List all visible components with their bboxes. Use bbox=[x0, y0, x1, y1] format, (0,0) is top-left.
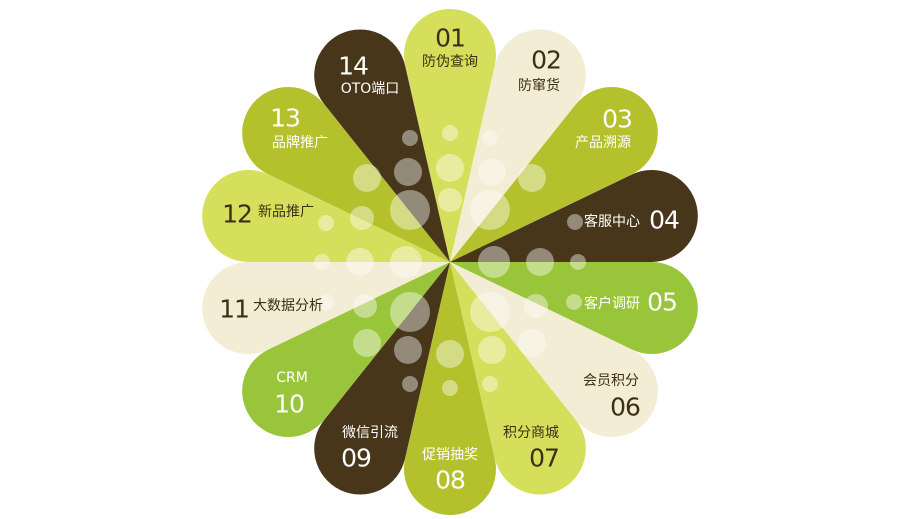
petal-09 bbox=[314, 262, 450, 495]
decorative-bubble bbox=[518, 164, 546, 192]
decorative-bubble bbox=[318, 294, 334, 310]
petal-10 bbox=[242, 262, 450, 437]
petal-05 bbox=[450, 262, 698, 355]
petal-number-02: 02 bbox=[531, 45, 562, 75]
petal-11 bbox=[202, 262, 450, 355]
petal-label-14: OTO端口 bbox=[340, 81, 400, 97]
petal-label-01: 防伪查询 bbox=[422, 54, 478, 70]
decorative-bubble bbox=[390, 246, 422, 278]
petal-02 bbox=[450, 29, 586, 262]
decorative-bubble bbox=[526, 248, 554, 276]
decorative-bubble bbox=[442, 125, 458, 141]
decorative-bubble bbox=[436, 154, 464, 182]
decorative-bubble bbox=[394, 158, 422, 186]
petal-number-03: 03 bbox=[602, 104, 633, 134]
petal-number-14: 14 bbox=[338, 51, 369, 81]
decorative-bubble bbox=[402, 130, 418, 146]
petal-number-01: 01 bbox=[435, 23, 466, 53]
petal-label-03: 产品溯源 bbox=[575, 135, 631, 151]
petal-06 bbox=[450, 262, 658, 437]
decorative-bubble bbox=[470, 190, 510, 230]
decorative-bubble bbox=[394, 336, 422, 364]
bubbles-group bbox=[314, 125, 586, 396]
decorative-bubble bbox=[470, 292, 510, 332]
decorative-bubble bbox=[566, 294, 582, 310]
petal-04 bbox=[450, 169, 698, 262]
decorative-bubble bbox=[478, 336, 506, 364]
decorative-bubble bbox=[438, 188, 462, 212]
decorative-bubble bbox=[314, 254, 330, 270]
decorative-bubble bbox=[390, 292, 430, 332]
petal-label-04: 客服中心 bbox=[584, 214, 640, 230]
decorative-bubble bbox=[353, 329, 381, 357]
decorative-bubble bbox=[524, 294, 548, 318]
decorative-bubble bbox=[346, 248, 374, 276]
decorative-bubble bbox=[402, 376, 418, 392]
decorative-bubble bbox=[478, 246, 510, 278]
petal-label-11: 大数据分析 bbox=[253, 298, 323, 314]
decorative-bubble bbox=[353, 164, 381, 192]
petal-label-05: 客户调研 bbox=[584, 296, 640, 312]
decorative-bubble bbox=[518, 329, 546, 357]
decorative-bubble bbox=[570, 254, 586, 270]
decorative-bubble bbox=[478, 158, 506, 186]
petal-label-10: CRM bbox=[276, 370, 308, 386]
petal-07 bbox=[450, 262, 586, 495]
petal-number-10: 10 bbox=[274, 389, 305, 419]
petal-label-09: 微信引流 bbox=[342, 425, 398, 441]
petal-number-09: 09 bbox=[341, 443, 372, 473]
petal-label-07: 积分商城 bbox=[503, 425, 559, 441]
petal-label-08: 促销抽奖 bbox=[422, 447, 478, 463]
petal-number-08: 08 bbox=[435, 465, 466, 495]
petal-12 bbox=[202, 169, 450, 262]
decorative-bubble bbox=[353, 294, 377, 318]
decorative-bubble bbox=[442, 380, 458, 396]
petal-08 bbox=[404, 262, 496, 515]
petal-number-11: 11 bbox=[219, 294, 250, 324]
decorative-bubble bbox=[482, 376, 498, 392]
petal-01 bbox=[404, 9, 496, 262]
petal-13 bbox=[242, 87, 450, 262]
petal-number-12: 12 bbox=[222, 199, 253, 229]
petal-label-13: 品牌推广 bbox=[272, 135, 328, 151]
petal-label-12: 新品推广 bbox=[258, 204, 314, 220]
petal-number-06: 06 bbox=[610, 392, 641, 422]
decorative-bubble bbox=[350, 206, 374, 230]
petal-14 bbox=[314, 29, 450, 262]
petal-number-13: 13 bbox=[270, 103, 301, 133]
petal-label-06: 会员积分 bbox=[583, 373, 639, 389]
decorative-bubble bbox=[390, 190, 430, 230]
petal-label-02: 防窜货 bbox=[518, 78, 560, 94]
decorative-bubble bbox=[482, 130, 498, 146]
petal-number-07: 07 bbox=[529, 443, 560, 473]
petal-03 bbox=[450, 87, 658, 262]
petals-group bbox=[202, 9, 698, 515]
decorative-bubble bbox=[318, 215, 334, 231]
decorative-bubble bbox=[436, 340, 464, 368]
decorative-bubble bbox=[567, 214, 583, 230]
petal-number-05: 05 bbox=[647, 287, 678, 317]
petal-number-04: 04 bbox=[649, 205, 680, 235]
